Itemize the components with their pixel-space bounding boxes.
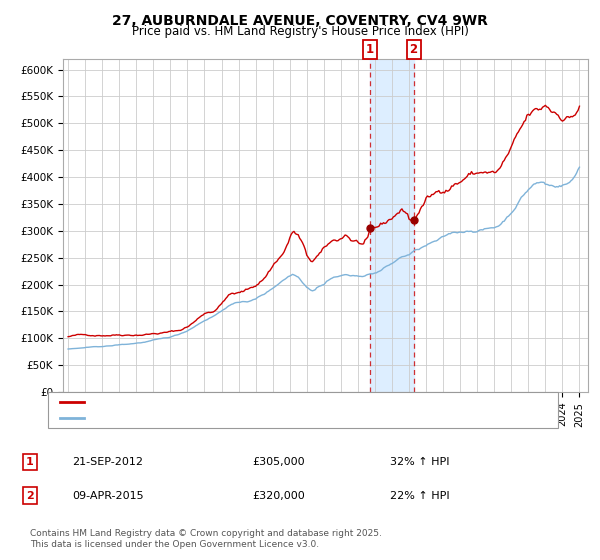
Text: Price paid vs. HM Land Registry's House Price Index (HPI): Price paid vs. HM Land Registry's House …	[131, 25, 469, 38]
Text: 32% ↑ HPI: 32% ↑ HPI	[390, 457, 449, 467]
Text: 1: 1	[366, 43, 374, 56]
Bar	[370, 59, 413, 392]
Text: 22% ↑ HPI: 22% ↑ HPI	[390, 491, 449, 501]
Text: 21-SEP-2012: 21-SEP-2012	[72, 457, 143, 467]
Text: £305,000: £305,000	[252, 457, 305, 467]
Text: 2: 2	[26, 491, 34, 501]
Text: 27, AUBURNDALE AVENUE, COVENTRY, CV4 9WR (detached house): 27, AUBURNDALE AVENUE, COVENTRY, CV4 9WR…	[90, 397, 439, 407]
Text: £320,000: £320,000	[252, 491, 305, 501]
Text: Contains HM Land Registry data © Crown copyright and database right 2025.
This d: Contains HM Land Registry data © Crown c…	[30, 529, 382, 549]
Text: 09-APR-2015: 09-APR-2015	[72, 491, 143, 501]
Text: 1: 1	[26, 457, 34, 467]
Text: HPI: Average price, detached house, Coventry: HPI: Average price, detached house, Cove…	[90, 413, 331, 423]
Text: 27, AUBURNDALE AVENUE, COVENTRY, CV4 9WR: 27, AUBURNDALE AVENUE, COVENTRY, CV4 9WR	[112, 14, 488, 28]
Text: 2: 2	[410, 43, 418, 56]
